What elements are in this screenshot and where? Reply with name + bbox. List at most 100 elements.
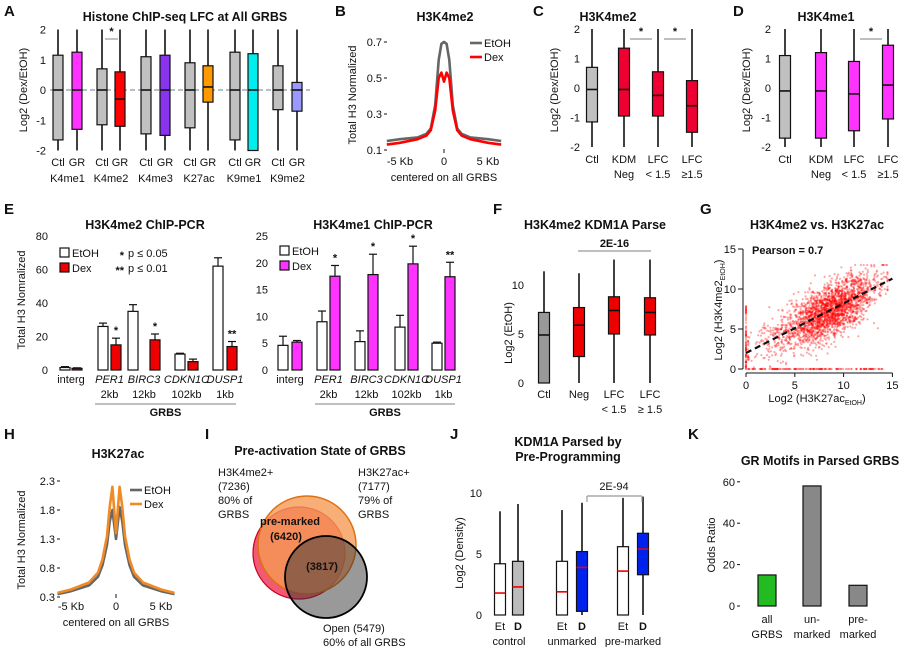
scatter-point [822,323,825,326]
scatter-point [825,302,828,305]
x-tick-label: Ctl [271,157,284,169]
scatter-point [810,314,813,317]
scatter-point [831,320,835,323]
scatter-point [869,285,872,288]
scatter-point [831,314,834,317]
scatter-point [862,277,865,280]
scatter-point [837,315,840,318]
y-tick-label: 0.7 [367,37,382,49]
scatter-point [823,309,826,312]
scatter-point [813,274,817,277]
scatter-point [813,312,817,315]
scatter-point [846,285,849,288]
scatter-point [848,293,851,297]
scatter-point [812,367,815,371]
scatter-point [832,322,835,325]
scatter-point [814,306,817,309]
scatter-point [744,366,748,369]
scatter-point [817,318,820,321]
scatter-point [850,304,853,307]
scatter-point [836,291,839,294]
scatter-point [824,303,827,306]
scatter-point [759,334,763,337]
scatter-point [833,315,836,318]
scatter-point [832,296,835,299]
scatter-point [814,308,817,311]
scatter-point [811,314,814,317]
scatter-point [855,367,858,371]
scatter-point [820,306,824,309]
scatter-point [854,317,857,320]
scatter-point [869,367,872,371]
scatter-point [763,356,766,359]
scatter-point [820,304,824,307]
scatter-point [776,367,779,371]
y-axis-label: Log2 (H3K4me2EtOH) [713,260,727,361]
scatter-point [831,319,834,322]
scatter-point [843,297,846,300]
scatter-point [831,314,835,317]
scatter-point [862,367,866,371]
scatter-point [811,330,814,333]
y-tick-label: 0 [518,378,524,390]
scatter-point [762,340,765,343]
scatter-point [820,331,823,334]
scatter-point [821,333,825,336]
y-tick-label: 80 [36,231,48,243]
scatter-point [812,329,815,332]
scatter-point [822,322,825,325]
scatter-point [849,297,852,301]
scatter-point [775,367,778,371]
scatter-point [826,327,829,330]
scatter-point [780,340,783,343]
x-tick-label: ≥1.5 [681,169,702,181]
scatter-point [825,325,828,329]
scatter-point [853,289,856,292]
scatter-point [819,331,822,334]
scatter-point [856,293,860,296]
scatter-point [835,314,838,317]
scatter-point [810,301,813,304]
scatter-point [811,324,814,327]
scatter-point [855,312,859,316]
scatter-point [824,334,828,337]
scatter-point [856,291,859,294]
scatter-point [827,367,830,371]
scatter-point [865,367,868,371]
scatter-point [824,314,827,318]
scatter-point [800,303,803,306]
scatter-point [840,294,843,298]
scatter-point [813,298,816,301]
scatter-point [850,273,854,276]
scatter-point [852,281,856,284]
scatter-point [790,347,793,350]
scatter-point [818,320,821,324]
y-axis-label: Total H3 Nomralized [16,250,28,349]
scatter-point [850,279,853,282]
scatter-point [846,325,849,328]
scatter-point [779,328,782,331]
scatter-point [847,297,850,300]
scatter-point [805,307,808,310]
scatter-point [841,289,844,292]
scatter-point [836,287,839,290]
scatter-point [847,367,851,371]
legend-label: Dex [72,263,92,275]
scatter-point [841,287,844,290]
scatter-point [848,302,851,305]
scatter-point [852,291,855,295]
scatter-point [823,309,827,312]
scatter-point [810,308,813,311]
scatter-point [818,367,821,371]
scatter-point [787,367,790,371]
scatter-point [840,305,843,308]
scatter-point [869,296,872,299]
scatter-point [790,342,793,345]
scatter-point [777,342,780,345]
scatter-point [789,323,793,327]
scatter-point [840,290,843,293]
venn-set-label: Open (5479) [323,623,385,635]
scatter-point [857,310,860,313]
scatter-point [843,313,846,316]
scatter-point [833,308,836,312]
